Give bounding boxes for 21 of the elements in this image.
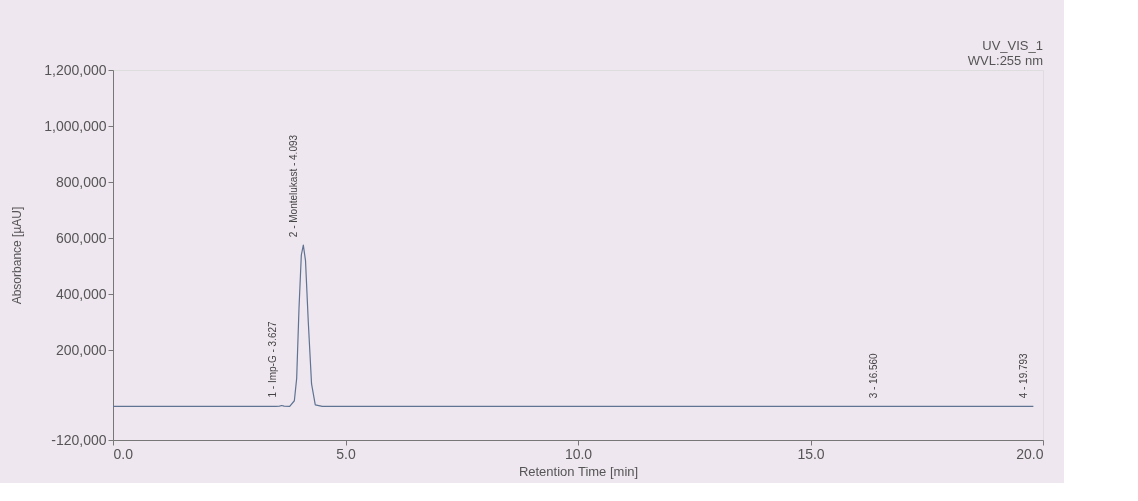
y-axis-title: Absorbance [µAU]	[10, 206, 25, 305]
y-tick-label: 200,000	[55, 341, 107, 358]
y-tick-label: 400,000	[55, 285, 107, 302]
y-tick-label: -120,000	[51, 431, 107, 448]
text: UV_VIS_1	[982, 38, 1043, 53]
annotation: 3 - 16.560	[868, 352, 880, 399]
text: WVL:255 nm	[967, 53, 1043, 68]
x-tick-label: 0.0	[113, 445, 134, 462]
y-tick-label: 1,000,000	[44, 117, 107, 134]
y-tick-label: 600,000	[55, 229, 107, 246]
x-axis-title: Retention Time [min]	[518, 463, 639, 479]
y-tick-label: 800,000	[55, 173, 107, 190]
x-tick-label: 15.0	[797, 445, 825, 462]
line-series	[112, 244, 1034, 407]
annotation: 1 - Imp-G - 3.627	[266, 320, 278, 398]
x-tick-label: 20.0	[1016, 445, 1044, 462]
y-tick-label: 1,200,000	[44, 61, 107, 78]
annotation: 2 - Montelukast - 4.093	[288, 134, 300, 238]
annotation: 4 - 19.793	[1018, 352, 1030, 399]
x-tick-label: 10.0	[564, 445, 593, 462]
x-tick-label: 5.0	[336, 445, 356, 462]
